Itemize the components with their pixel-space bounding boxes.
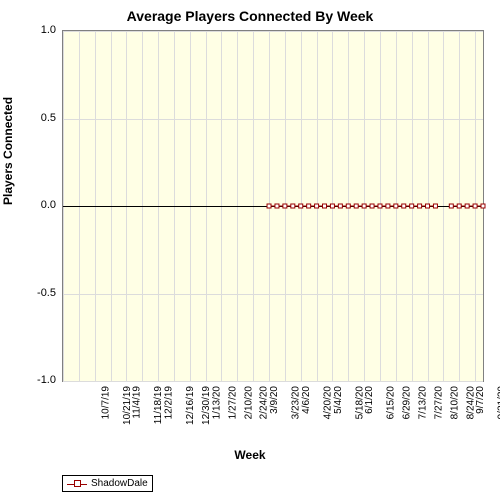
series-marker xyxy=(457,204,461,208)
xtick-label: 6/29/20 xyxy=(402,386,413,419)
series-marker xyxy=(338,204,342,208)
xtick-label: 2/10/20 xyxy=(243,386,254,419)
xtick-label: 1/13/20 xyxy=(211,386,222,419)
xtick-label: 7/13/20 xyxy=(417,386,428,419)
series-marker xyxy=(386,204,390,208)
series-marker xyxy=(473,204,477,208)
series-marker xyxy=(402,204,406,208)
ytick-label: -1.0 xyxy=(37,374,56,386)
xtick-label: 12/16/19 xyxy=(185,386,196,425)
chart-container: Average Players Connected By Week Player… xyxy=(0,0,500,500)
chart-title: Average Players Connected By Week xyxy=(0,0,500,28)
xtick-label: 3/9/20 xyxy=(269,386,280,414)
xtick-label: 7/27/20 xyxy=(433,386,444,419)
ytick-label: 0.0 xyxy=(41,199,56,211)
series-marker xyxy=(307,204,311,208)
series-marker xyxy=(354,204,358,208)
xtick-label: 4/20/20 xyxy=(322,386,333,419)
series-marker xyxy=(330,204,334,208)
series-marker xyxy=(418,204,422,208)
xtick-label: 9/21/20 xyxy=(497,386,500,419)
series-marker xyxy=(394,204,398,208)
xtick-label: 9/7/20 xyxy=(475,386,486,414)
xtick-label: 10/7/19 xyxy=(100,386,111,419)
series-marker xyxy=(275,204,279,208)
series-marker xyxy=(267,204,271,208)
xtick-label: 1/27/20 xyxy=(227,386,238,419)
series-marker xyxy=(323,204,327,208)
series-marker xyxy=(426,204,430,208)
series-marker xyxy=(283,204,287,208)
series-marker xyxy=(315,204,319,208)
xtick-label: 12/2/19 xyxy=(164,386,175,419)
series-marker xyxy=(291,204,295,208)
plot-area xyxy=(62,30,484,382)
series-marker xyxy=(433,204,437,208)
series-marker xyxy=(370,204,374,208)
ytick-label: 1.0 xyxy=(41,24,56,36)
xtick-label: 6/1/20 xyxy=(364,386,375,414)
series-marker xyxy=(449,204,453,208)
series-marker xyxy=(299,204,303,208)
xtick-label: 12/30/19 xyxy=(201,386,212,425)
ytick-label: -0.5 xyxy=(37,287,56,299)
gridline-horizontal xyxy=(63,381,483,382)
legend-series-label: ShadowDale xyxy=(91,478,148,489)
xtick-label: 8/10/20 xyxy=(449,386,460,419)
xtick-label: 11/4/19 xyxy=(131,386,142,419)
x-axis-label: Week xyxy=(234,448,265,462)
xtick-label: 5/4/20 xyxy=(333,386,344,414)
series-marker xyxy=(481,204,485,208)
series-layer xyxy=(63,31,483,381)
legend-marker xyxy=(74,480,81,487)
series-marker xyxy=(346,204,350,208)
ytick-label: 0.5 xyxy=(41,112,56,124)
xtick-label: 11/18/19 xyxy=(153,386,164,424)
xtick-label: 4/6/20 xyxy=(301,386,312,414)
series-marker xyxy=(465,204,469,208)
plot-area-wrap xyxy=(62,30,482,380)
y-axis-label: Players Connected xyxy=(1,97,15,205)
series-marker xyxy=(362,204,366,208)
legend: ShadowDale xyxy=(62,475,153,492)
xtick-label: 6/15/20 xyxy=(386,386,397,419)
series-marker xyxy=(410,204,414,208)
series-marker xyxy=(378,204,382,208)
legend-swatch xyxy=(67,480,87,488)
